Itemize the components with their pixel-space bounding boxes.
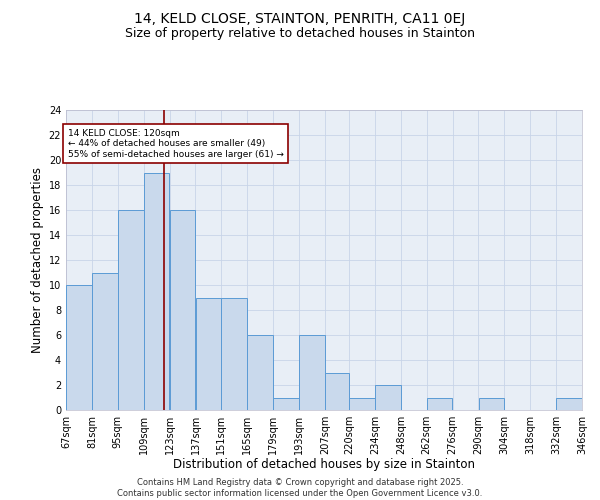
Bar [144,172,169,410]
Bar [247,335,273,410]
Bar [66,285,92,410]
Text: 14, KELD CLOSE, STAINTON, PENRITH, CA11 0EJ: 14, KELD CLOSE, STAINTON, PENRITH, CA11 … [134,12,466,26]
Bar [118,210,143,410]
Bar [427,398,452,410]
Bar [349,398,375,410]
Text: 14 KELD CLOSE: 120sqm
← 44% of detached houses are smaller (49)
55% of semi-deta: 14 KELD CLOSE: 120sqm ← 44% of detached … [68,128,284,158]
Bar [196,298,221,410]
Text: Contains HM Land Registry data © Crown copyright and database right 2025.
Contai: Contains HM Land Registry data © Crown c… [118,478,482,498]
Bar [221,298,247,410]
Bar [325,372,349,410]
Text: Size of property relative to detached houses in Stainton: Size of property relative to detached ho… [125,28,475,40]
X-axis label: Distribution of detached houses by size in Stainton: Distribution of detached houses by size … [173,458,475,471]
Bar [92,272,118,410]
Bar [375,385,401,410]
Bar [273,398,299,410]
Bar [479,398,504,410]
Bar [299,335,325,410]
Bar [170,210,196,410]
Bar [556,398,582,410]
Y-axis label: Number of detached properties: Number of detached properties [31,167,44,353]
